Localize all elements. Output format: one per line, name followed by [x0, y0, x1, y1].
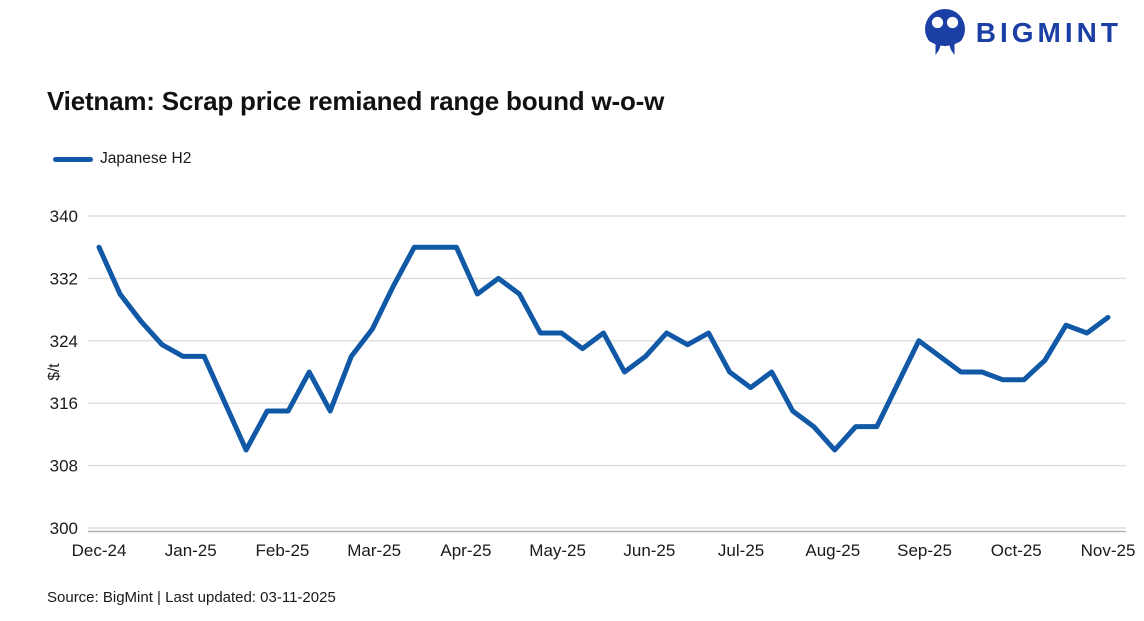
x-tick-label: Dec-24	[72, 541, 127, 560]
brand-name: BIGMINT	[975, 17, 1122, 48]
y-tick-label: 332	[50, 269, 78, 288]
price-chart: 340 332 324 316 308 300 Dec-24 Jan-25 Feb-25 Mar-…	[46, 207, 1135, 560]
x-tick-label: Apr-25	[440, 541, 491, 560]
y-tick-label: 340	[50, 207, 78, 226]
x-tick-label: Jul-25	[718, 541, 764, 560]
x-tick-label: Jun-25	[623, 541, 675, 560]
y-tick-label: 300	[50, 519, 78, 538]
x-tick-label: May-25	[529, 541, 586, 560]
source-note: Source: BigMint | Last updated: 03-11-20…	[47, 589, 336, 606]
x-tick-label: Nov-25	[1081, 541, 1135, 560]
legend-label: Japanese H2	[100, 150, 192, 167]
chart-legend: Japanese H2	[53, 150, 191, 168]
page-title: Vietnam: Scrap price remianed range boun…	[47, 86, 665, 116]
bigmint-logo: BIGMINT	[922, 8, 1122, 58]
x-tick-label: Sep-25	[897, 541, 952, 560]
x-tick-label: Feb-25	[256, 541, 310, 560]
x-tick-label: Aug-25	[805, 541, 860, 560]
price-line	[96, 244, 1111, 453]
y-tick-label: 324	[50, 332, 78, 351]
legend-line-swatch	[53, 156, 93, 162]
bigmint-logo-icon	[924, 9, 965, 58]
y-axis-title: $/t	[46, 363, 63, 381]
x-tick-label: Oct-25	[991, 541, 1042, 560]
y-tick-label: 308	[50, 457, 78, 476]
y-tick-label: 316	[50, 394, 78, 413]
x-tick-label: Jan-25	[165, 541, 217, 560]
chart-area: 340 332 324 316 308 300 Dec-24 Jan-25 Feb-25 Mar-…	[40, 196, 1135, 579]
x-tick-label: Mar-25	[347, 541, 401, 560]
